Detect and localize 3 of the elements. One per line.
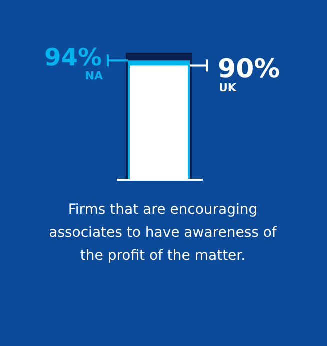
- text: Firms that are encouraging associates to have awareness of the profit of the matter.: [49, 202, 278, 264]
- data-label: 94%: [44, 44, 102, 72]
- legend-label: NA: [85, 70, 104, 83]
